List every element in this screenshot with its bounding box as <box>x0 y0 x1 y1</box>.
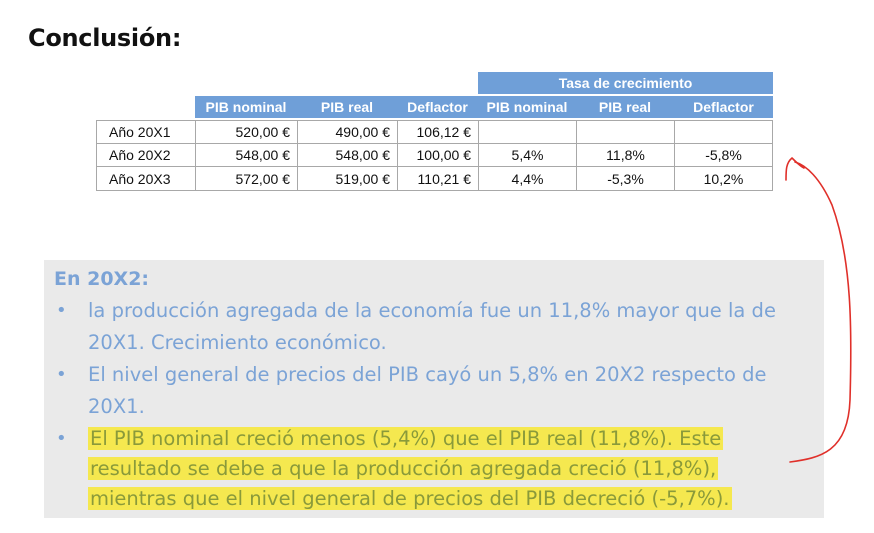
highlight-text: mientras que el nivel general de precios… <box>88 487 732 510</box>
highlight-text: resultado se debe a que la producción ag… <box>88 457 719 480</box>
bullet-icon: • <box>56 300 67 321</box>
col-header: PIB nominal <box>478 96 576 118</box>
arrow-head-icon <box>785 157 805 181</box>
highlighted-line: resultado se debe a que la producción ag… <box>88 456 719 482</box>
conclusion-line: El nivel general de precios del PIB cayó… <box>88 363 767 386</box>
table-cell: 10,2% <box>674 166 773 191</box>
page-title: Conclusión: <box>28 24 182 52</box>
conclusion-line: 20X1. Crecimiento económico. <box>88 331 387 354</box>
col-header: Deflactor <box>674 96 773 118</box>
arrow-curve <box>789 161 852 463</box>
col-header: PIB real <box>297 96 397 118</box>
highlight-text: El PIB nominal creció menos (5,4%) que e… <box>88 427 724 450</box>
col-header: PIB nominal <box>195 96 297 118</box>
group-header-growth-rate: Tasa de crecimiento <box>478 72 773 94</box>
conclusion-line: la producción agregada de la economía fu… <box>88 299 776 322</box>
highlighted-line: mientras que el nivel general de precios… <box>88 486 732 512</box>
conclusion-line: 20X1. <box>88 395 145 418</box>
bullet-icon: • <box>56 364 67 385</box>
conclusion-heading: En 20X2: <box>54 268 150 290</box>
bullet-icon: • <box>56 428 67 449</box>
highlighted-line: El PIB nominal creció menos (5,4%) que e… <box>88 426 724 452</box>
col-header: Deflactor <box>397 96 478 118</box>
col-header: PIB real <box>576 96 674 118</box>
